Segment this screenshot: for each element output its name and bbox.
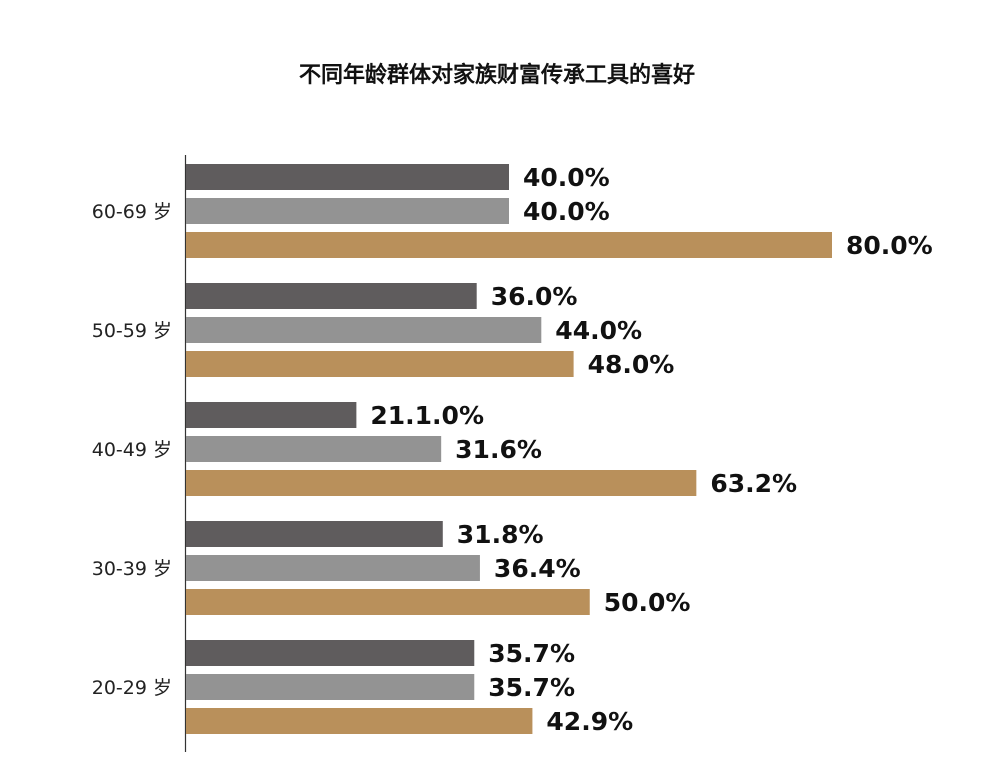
data-label: 50.0% <box>604 588 691 617</box>
bar <box>186 640 475 666</box>
bar <box>186 555 480 581</box>
bar <box>186 351 574 377</box>
bar <box>186 589 590 615</box>
bar <box>186 521 443 547</box>
bar <box>186 470 697 496</box>
bar <box>186 436 442 462</box>
chart-title: 不同年龄群体对家族财富传承工具的喜好 <box>299 62 695 88</box>
data-label: 48.0% <box>588 350 675 379</box>
data-label: 40.0% <box>523 197 610 226</box>
data-label: 63.2% <box>710 469 797 498</box>
bar <box>186 232 832 258</box>
data-label: 21.1.0% <box>370 401 484 430</box>
bar <box>186 283 477 309</box>
bar <box>186 198 509 224</box>
bars-group: 60-69 岁 40.0% 40.0% 80.0% 50-59 岁 36.0% 44.0% 4… <box>92 163 933 736</box>
category-label: 40-49 岁 <box>92 439 172 461</box>
bar <box>186 674 475 700</box>
data-label: 36.0% <box>491 282 578 311</box>
data-label: 44.0% <box>555 316 642 345</box>
category-label: 50-59 岁 <box>92 320 172 342</box>
data-label: 40.0% <box>523 163 610 192</box>
data-label: 42.9% <box>546 707 633 736</box>
bar <box>186 164 509 190</box>
data-label: 35.7% <box>488 639 575 668</box>
bar <box>186 317 542 343</box>
category-label: 30-39 岁 <box>92 558 172 580</box>
bar <box>186 708 533 734</box>
category-label: 60-69 岁 <box>92 201 172 223</box>
data-label: 35.7% <box>488 673 575 702</box>
bar <box>186 402 357 428</box>
category-label: 20-29 岁 <box>92 677 172 699</box>
data-label: 31.6% <box>455 435 542 464</box>
data-label: 31.8% <box>457 520 544 549</box>
data-label: 80.0% <box>846 231 933 260</box>
data-label: 36.4% <box>494 554 581 583</box>
